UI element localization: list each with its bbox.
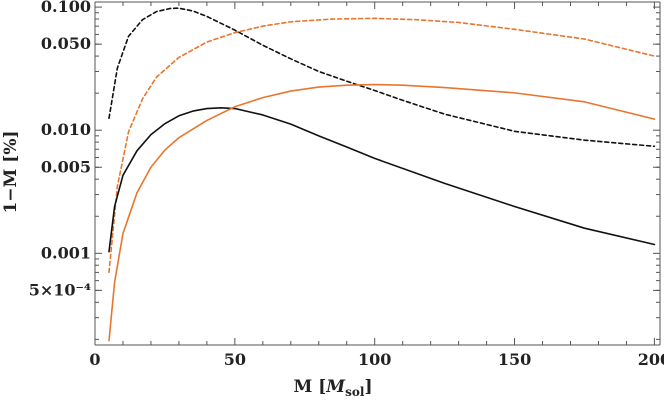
x-axis-title-close: ] — [364, 377, 372, 397]
y-tick-label: 0.050 — [41, 34, 91, 53]
x-axis-ticks: 0 50 100 150 200 — [89, 2, 664, 369]
x-tick-label: 100 — [358, 350, 391, 369]
x-axis-title-main: M [ — [294, 377, 327, 397]
y-tick-label: 0.005 — [41, 157, 91, 176]
x-tick-label: 150 — [498, 350, 531, 369]
series-line-4-solid — [108, 83, 656, 342]
x-tick-label: 50 — [224, 350, 246, 369]
x-tick-label: 200 — [638, 350, 664, 369]
plot-frame — [94, 1, 661, 346]
y-axis-title: 1−M [%] — [1, 130, 21, 213]
x-axis-title-subscript: sol — [345, 385, 365, 399]
series-layer — [108, 7, 656, 342]
y-tick-label: 0.010 — [41, 120, 91, 139]
y-tick-label: 5×10⁻⁴ — [29, 280, 91, 299]
x-axis-title: M [Msol] — [294, 377, 373, 399]
y-tick-label: 0.100 — [41, 0, 91, 16]
x-tick-label: 0 — [89, 350, 100, 369]
series-line-1-dashed — [108, 7, 656, 148]
x-axis-title-symbol: M — [325, 377, 346, 397]
y-tick-label: 0.001 — [41, 243, 91, 262]
series-line-3-solid — [108, 107, 656, 253]
y-axis-ticks: 0.100 0.050 0.010 0.005 0.001 5×10⁻⁴ — [29, 0, 660, 340]
series-line-2-dashed — [108, 17, 656, 274]
